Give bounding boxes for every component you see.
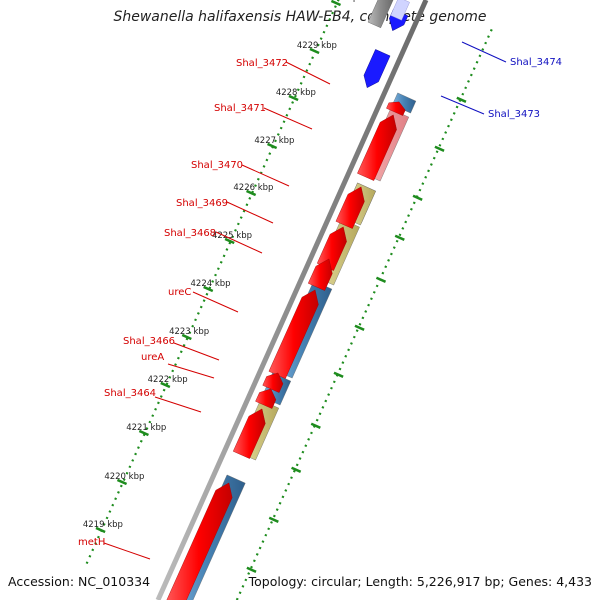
label-leader-line <box>103 542 151 560</box>
label-leader-line <box>461 41 507 63</box>
scale-tick-label: 4224 kbp <box>191 279 231 289</box>
scale-tick <box>330 0 342 7</box>
guide-tick <box>246 566 257 573</box>
guide-tick <box>268 516 279 523</box>
scale-tick <box>95 526 106 534</box>
guide-tick <box>333 371 344 378</box>
scale-tick <box>116 478 128 486</box>
scale-tick <box>181 333 192 341</box>
scale-tick-label: 4221 kbp <box>126 423 166 433</box>
guide-tick <box>291 466 302 473</box>
backbone-line <box>155 0 429 600</box>
label-leader-line <box>440 95 485 115</box>
scale-tick <box>224 237 235 245</box>
guide-tick <box>412 194 423 201</box>
gene-block-light[interactable] <box>390 0 410 21</box>
guide-tick <box>434 145 445 152</box>
gene-block-gray[interactable] <box>367 0 394 29</box>
label-leader-line <box>167 363 215 379</box>
backbone-layer <box>155 0 429 600</box>
gene-label-shal-3473[interactable]: Shal_3473 <box>488 109 540 120</box>
gene-label-shal-3466[interactable]: Shal_3466 <box>123 336 175 347</box>
gene-label-urec[interactable]: ureC <box>168 287 191 298</box>
cds-arrow-shal-3464[interactable] <box>232 408 266 459</box>
gene-label-shal-3464[interactable]: Shal_3464 <box>104 388 156 399</box>
cds-arrow-urea[interactable] <box>255 388 277 409</box>
scale-tick-label: 4225 kbp <box>212 231 252 241</box>
gene-label-shal-3471[interactable]: Shal_3471 <box>214 103 266 114</box>
scale-tick-label: 4226 kbp <box>233 183 273 193</box>
gene-label-shal-3472[interactable]: Shal_3472 <box>236 58 288 69</box>
label-leader-line <box>226 201 274 224</box>
scale-tick <box>267 142 278 150</box>
genome-summary-text: Topology: circular; Length: 5,226,917 bp… <box>248 574 592 589</box>
cds-arrow-shal-3473[interactable] <box>363 49 391 88</box>
label-leader-line <box>173 342 220 361</box>
guide-tick <box>394 234 405 241</box>
accession-text: Accession: NC_010334 <box>8 574 151 589</box>
guide-tick <box>354 324 365 331</box>
gene-label-shal-3469[interactable]: Shal_3469 <box>176 198 228 209</box>
label-leader-line <box>192 291 239 313</box>
gene-label-urea[interactable]: ureA <box>141 352 164 363</box>
feature-layer <box>165 0 417 600</box>
scale-tick <box>246 189 257 197</box>
scale-ruler: 4230 kbp 4229 kbp 4228 kbp 4227 kbp 4226 kbp… <box>83 0 493 600</box>
scale-tick <box>288 94 299 102</box>
scale-tick-label: 4223 kbp <box>169 327 209 337</box>
left-dotted-guide <box>235 28 493 600</box>
scale-tick-label: 4229 kbp <box>297 41 337 51</box>
cds-arrow-shal-3468[interactable] <box>307 258 333 291</box>
scale-tick <box>160 381 171 389</box>
guide-tick <box>375 276 387 283</box>
right-dotted-guide <box>83 0 340 568</box>
scale-tick-label: 4219 kbp <box>83 520 123 530</box>
cds-arrow-urec[interactable] <box>268 289 319 379</box>
gene-label-meth[interactable]: metH <box>78 537 105 548</box>
label-leader-line <box>285 61 331 85</box>
cds-arrow-shal-3470[interactable] <box>335 186 365 229</box>
label-leader-line <box>241 164 290 187</box>
guide-tick <box>310 422 321 429</box>
cds-arrow-shal-3472[interactable] <box>386 101 406 116</box>
scale-tick-label: 4227 kbp <box>254 136 294 146</box>
label-leader-line <box>263 107 313 130</box>
gene-label-shal-3470[interactable]: Shal_3470 <box>191 160 243 171</box>
scale-tick-label: 4222 kbp <box>148 375 188 385</box>
gene-label-layer: Shal_3472 Shal_3471 Shal_3470 Shal_3469 Shal… <box>78 41 562 560</box>
scale-tick-label: 4220 kbp <box>104 472 144 482</box>
guide-tick <box>456 96 467 103</box>
cds-arrow-meth[interactable] <box>165 482 233 600</box>
gene-label-shal-3474[interactable]: Shal_3474 <box>510 57 562 68</box>
scale-tick-label: 4230 kbp <box>318 0 358 3</box>
scale-tick <box>138 429 149 437</box>
cds-arrow-shal-3471[interactable] <box>357 114 397 181</box>
label-leader-line <box>215 231 263 254</box>
scale-tick <box>203 285 214 293</box>
gene-label-shal-3468[interactable]: Shal_3468 <box>164 228 216 239</box>
cds-arrow-shal-3466[interactable] <box>262 372 284 393</box>
label-leader-line <box>154 396 202 413</box>
scale-tick-label: 4228 kbp <box>276 88 316 98</box>
scale-tick <box>309 47 320 55</box>
